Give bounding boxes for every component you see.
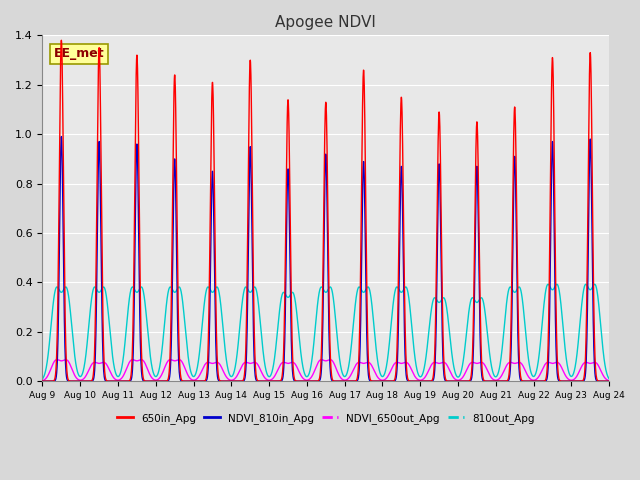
Title: Apogee NDVI: Apogee NDVI [275,15,376,30]
Legend: 650in_Apg, NDVI_810in_Apg, NDVI_650out_Apg, 810out_Apg: 650in_Apg, NDVI_810in_Apg, NDVI_650out_A… [113,408,539,428]
Text: EE_met: EE_met [54,48,104,60]
